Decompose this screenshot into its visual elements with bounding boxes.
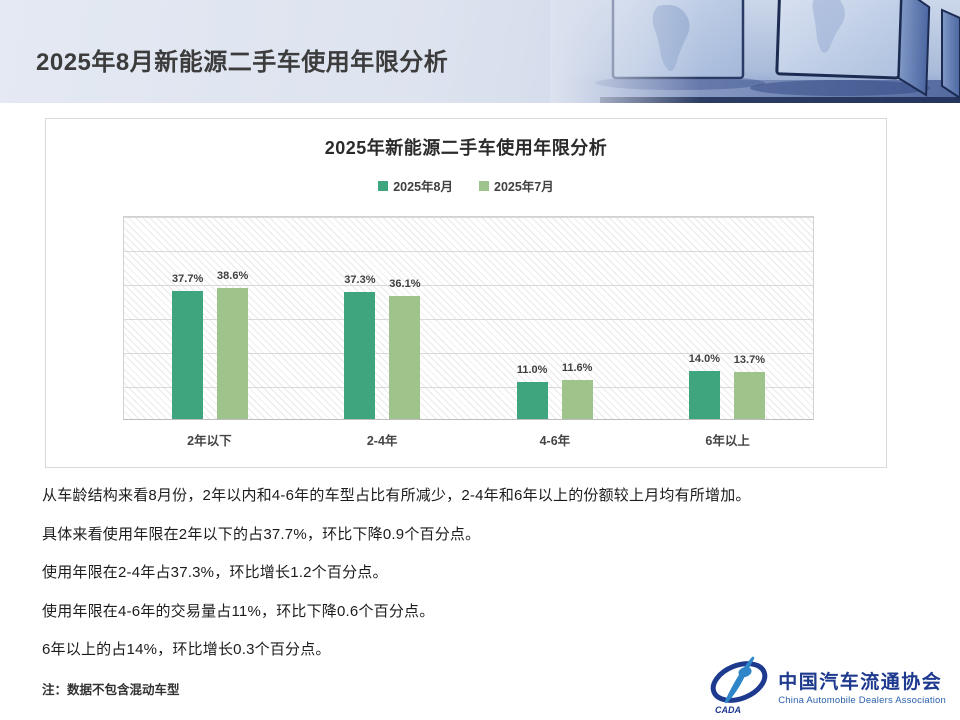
legend-label: 2025年8月 (393, 180, 453, 194)
x-axis-label: 4-6年 (539, 433, 571, 448)
x-axis-label: 2年以下 (187, 433, 232, 448)
page-title: 2025年8月新能源二手车使用年限分析 (36, 49, 449, 76)
cada-logo-icon: CADA (710, 656, 768, 715)
bar-column: 13.7% (734, 217, 765, 419)
analysis-line: 从车龄结构来看8月份，2年以内和4-6年的车型占比有所减少，2-4年和6年以上的… (42, 487, 751, 504)
slide-header: 2025年8月新能源二手车使用年限分析 (0, 0, 960, 103)
bar-column: 38.6% (217, 217, 248, 419)
bar-value-label: 11.6% (561, 361, 593, 374)
analysis-text-block: 从车龄结构来看8月份，2年以内和4-6年的车型占比有所减少，2-4年和6年以上的… (42, 488, 922, 681)
bar (688, 371, 720, 419)
bar-value-label: 37.7% (172, 272, 204, 285)
footnote: 注：数据不包含混动车型 (42, 683, 180, 697)
bar (172, 290, 204, 419)
bar-value-label: 36.1% (389, 278, 421, 291)
plot-area: 37.7% 38.6% 37.3% 36.1% 11.0% 11.6% 14.0% 13.7% (123, 216, 814, 420)
legend-label: 2025年7月 (494, 180, 554, 194)
chart-card: 2025年新能源二手车使用年限分析 2025年8月 2025年7月 37.7% 38… (45, 118, 887, 468)
bar-column: 11.6% (561, 217, 593, 419)
x-axis-label: 2-4年 (366, 433, 398, 448)
bar-group: 14.0% 13.7% (641, 217, 813, 419)
bar-group: 37.3% 36.1% (296, 217, 468, 419)
bar (516, 381, 548, 419)
analysis-line: 6年以上的占14%，环比增长0.3个百分点。 (42, 641, 331, 658)
legend-item: 2025年7月 (479, 176, 554, 195)
bar-column: 37.7% (172, 217, 203, 419)
analysis-line: 使用年限在4-6年的交易量占11%，环比下降0.6个百分点。 (42, 602, 435, 620)
legend-swatch-icon (378, 180, 389, 191)
bar-group: 11.0% 11.6% (469, 217, 641, 419)
bar-column: 14.0% (689, 217, 720, 419)
cada-badge-text: CADA (715, 705, 741, 715)
bar (217, 287, 249, 419)
bar-column: 36.1% (389, 217, 420, 419)
legend-item: 2025年8月 (378, 176, 453, 195)
bar-value-label: 38.6% (217, 269, 249, 282)
x-axis-label: 6年以上 (705, 433, 750, 448)
analysis-line: 具体来看使用年限在2年以下的占37.7%，环比下降0.9个百分点。 (42, 525, 481, 543)
chart-title: 2025年新能源二手车使用年限分析 (324, 138, 608, 158)
bar-column: 11.0% (516, 217, 548, 419)
chart-legend: 2025年8月 2025年7月 (46, 176, 886, 195)
bar (389, 296, 421, 419)
legend-swatch-icon (479, 180, 489, 191)
bar-value-label: 13.7% (733, 354, 765, 367)
bar-value-label: 14.0% (688, 353, 720, 366)
bar-column: 37.3% (344, 217, 375, 419)
logo-chinese-name: 中国汽车流通协会 (778, 671, 943, 693)
bar (561, 379, 593, 419)
x-axis: 2年以下 2-4年 4-6年 6年以上 (123, 425, 814, 453)
bar-value-label: 11.0% (516, 363, 548, 376)
bar (733, 372, 765, 419)
bar (344, 292, 376, 419)
logo-english-name: China Automobile Dealers Association (778, 694, 946, 706)
analysis-line: 使用年限在2-4年占37.3%，环比增长1.2个百分点。 (42, 564, 388, 581)
header-cubes-image (550, 0, 960, 103)
cada-logo: CADA 中国汽车流通协会 China Automobile Dealers A… (706, 656, 946, 716)
bar-value-label: 37.3% (344, 274, 376, 287)
bar-group: 37.7% 38.6% (124, 217, 296, 419)
